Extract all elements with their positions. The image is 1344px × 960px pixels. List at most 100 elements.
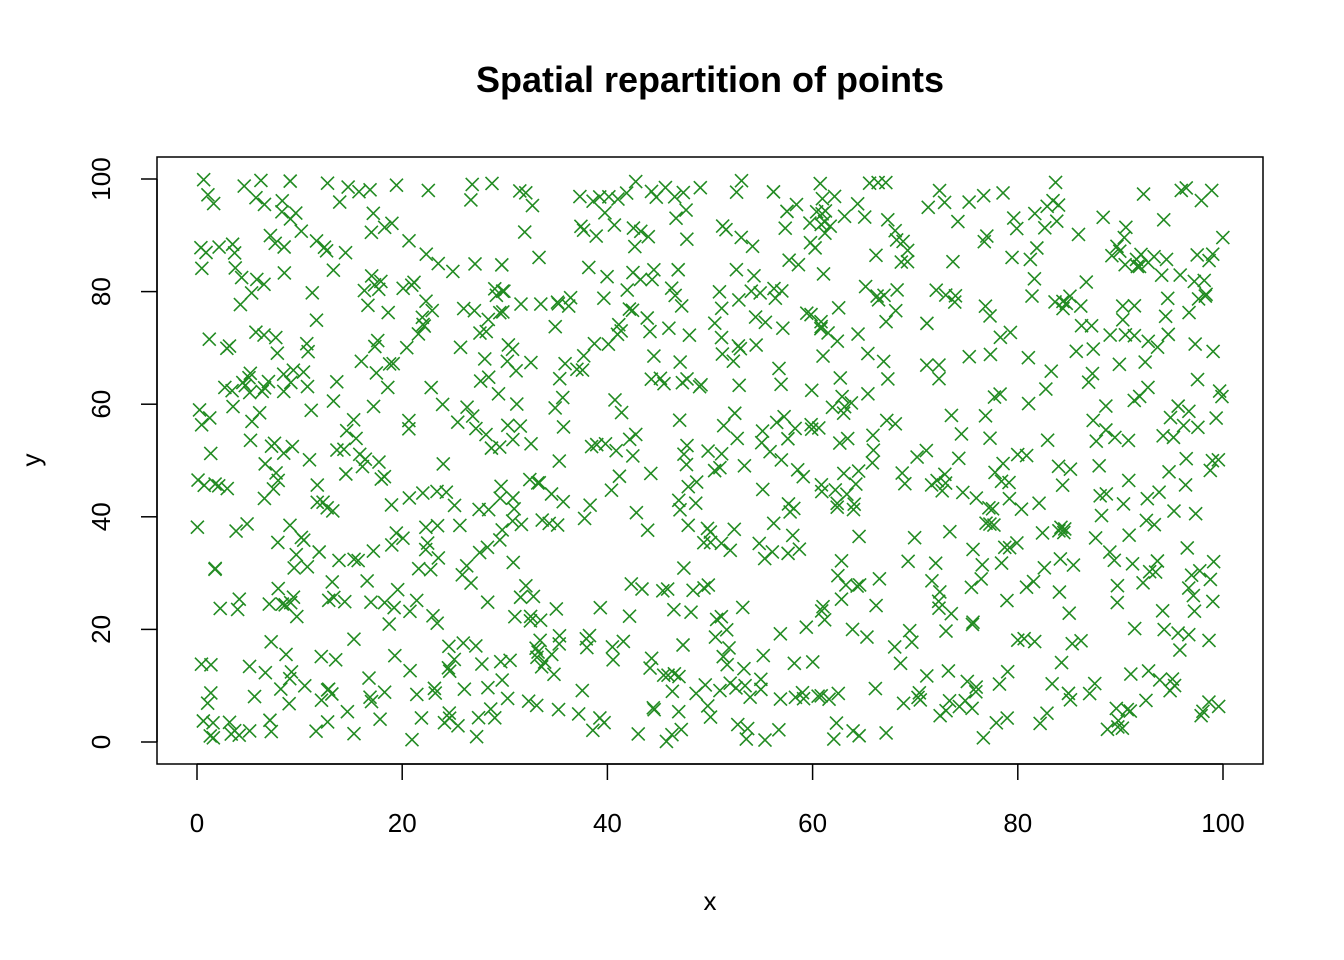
data-point <box>681 479 696 494</box>
data-point <box>1000 664 1015 679</box>
data-point <box>1201 633 1217 648</box>
data-point <box>1109 701 1124 716</box>
data-point <box>363 595 378 610</box>
data-point <box>310 478 325 493</box>
data-point <box>947 294 962 310</box>
data-point <box>480 680 495 695</box>
data-point <box>758 315 773 330</box>
data-point <box>643 466 658 481</box>
data-point <box>500 418 515 433</box>
data-point <box>442 711 457 726</box>
data-point <box>982 431 998 446</box>
data-point <box>1120 702 1135 717</box>
data-point <box>282 671 297 686</box>
data-point <box>681 518 696 533</box>
data-point <box>1163 410 1178 425</box>
data-point <box>1073 633 1089 648</box>
data-point <box>1045 193 1061 208</box>
data-point <box>1116 496 1131 511</box>
data-point <box>978 299 993 314</box>
data-point <box>409 593 424 608</box>
data-point <box>493 654 508 669</box>
data-point <box>1071 227 1086 242</box>
data-point <box>268 330 283 345</box>
data-point <box>954 426 969 442</box>
data-point <box>473 373 488 389</box>
data-point <box>1201 695 1216 710</box>
data-point <box>1205 453 1220 468</box>
data-point <box>277 239 292 255</box>
data-point <box>1089 434 1104 449</box>
data-point <box>1118 257 1133 272</box>
data-point <box>631 726 646 742</box>
data-point <box>283 375 298 390</box>
data-point <box>1098 399 1113 414</box>
data-point <box>775 321 790 336</box>
data-point <box>667 189 682 204</box>
data-point <box>532 475 547 490</box>
data-point <box>1211 699 1226 714</box>
data-point <box>285 439 300 454</box>
data-point <box>1115 299 1130 314</box>
data-point <box>866 443 881 458</box>
data-point <box>850 196 865 211</box>
data-point <box>714 536 729 551</box>
data-point <box>975 557 990 572</box>
data-point <box>830 496 845 511</box>
data-point <box>626 221 641 236</box>
data-point <box>1166 503 1182 519</box>
data-point <box>995 185 1011 200</box>
data-point <box>579 631 594 646</box>
data-point <box>865 428 881 443</box>
data-point <box>931 358 947 373</box>
data-point <box>1038 382 1053 397</box>
points-layer <box>190 172 1230 749</box>
data-point <box>921 200 936 215</box>
data-point <box>576 223 591 238</box>
data-point <box>232 728 247 743</box>
data-point <box>401 413 416 428</box>
data-point <box>601 337 616 352</box>
data-point <box>404 278 419 293</box>
data-point <box>382 356 397 372</box>
data-point <box>771 722 786 737</box>
data-point <box>1155 603 1170 618</box>
data-point <box>768 291 783 306</box>
data-point <box>640 523 655 538</box>
data-point <box>274 204 289 219</box>
data-point <box>196 713 211 729</box>
data-point <box>326 263 341 278</box>
data-point <box>868 248 884 263</box>
data-point <box>834 592 849 607</box>
data-point <box>338 466 353 482</box>
data-point <box>294 224 309 239</box>
data-point <box>457 682 472 697</box>
data-point <box>366 543 381 559</box>
data-point <box>309 724 324 739</box>
data-point <box>1112 244 1127 259</box>
data-point <box>937 195 952 210</box>
data-point <box>548 400 563 416</box>
data-point <box>235 375 250 390</box>
data-point <box>941 663 956 679</box>
data-point <box>799 620 814 635</box>
data-point <box>930 473 945 488</box>
data-point <box>478 427 494 442</box>
data-point <box>351 184 367 199</box>
data-point <box>834 553 849 568</box>
data-point <box>604 483 619 498</box>
data-point <box>1154 268 1169 283</box>
data-point <box>859 629 875 645</box>
data-point <box>415 317 431 332</box>
x-tick-label: 20 <box>388 808 417 838</box>
data-point <box>1027 271 1042 286</box>
data-point <box>836 406 851 421</box>
x-tick-label: 40 <box>593 808 622 838</box>
data-point <box>969 491 984 506</box>
data-point <box>837 209 852 224</box>
data-point <box>729 185 744 200</box>
data-point <box>362 182 378 197</box>
y-tick-label: 80 <box>86 277 116 306</box>
data-point <box>749 338 764 353</box>
data-point <box>924 573 939 588</box>
